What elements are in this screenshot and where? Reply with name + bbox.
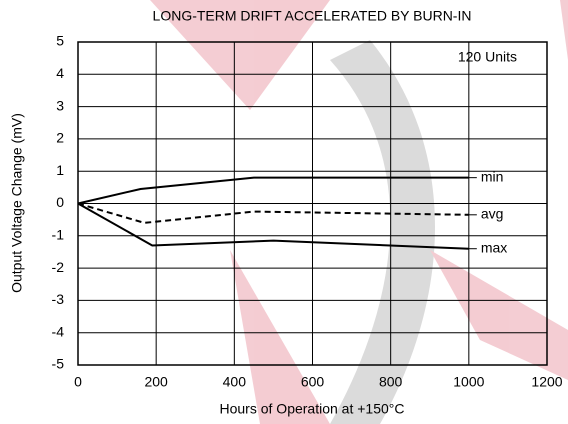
x-tick-label: 0 bbox=[74, 374, 82, 390]
y-tick-label: -3 bbox=[52, 291, 65, 307]
y-tick-label: -5 bbox=[52, 356, 65, 372]
watermark bbox=[150, 0, 568, 424]
series-line bbox=[77, 202, 469, 250]
chart-title: LONG-TERM DRIFT ACCELERATED BY BURN-IN bbox=[153, 8, 472, 24]
annotation: 120 Units bbox=[458, 49, 517, 65]
watermark-shape bbox=[150, 0, 330, 110]
watermark-shape bbox=[430, 250, 568, 380]
y-tick-label: 4 bbox=[56, 65, 64, 81]
y-tick-label: 2 bbox=[56, 130, 64, 146]
x-tick-label: 800 bbox=[379, 374, 403, 390]
y-tick-label: -4 bbox=[52, 323, 65, 339]
y-tick-label: 3 bbox=[56, 97, 64, 113]
watermark-shape bbox=[230, 250, 330, 424]
x-axis-label: Hours of Operation at +150°C bbox=[220, 401, 405, 417]
y-axis-label: Output Voltage Change (mV) bbox=[9, 113, 25, 293]
series-label: min bbox=[481, 168, 504, 184]
x-tick-label: 1000 bbox=[453, 374, 484, 390]
y-tick-label: -1 bbox=[52, 227, 65, 243]
y-tick-label: 0 bbox=[56, 194, 64, 210]
watermark-shape bbox=[330, 40, 435, 424]
series-line bbox=[77, 176, 469, 205]
series-label: avg bbox=[481, 206, 504, 222]
watermark-shape bbox=[560, 0, 568, 60]
x-tick-label: 600 bbox=[301, 374, 325, 390]
x-tick-label: 1200 bbox=[531, 374, 562, 390]
y-tick-label: 5 bbox=[56, 33, 64, 49]
series-line bbox=[77, 202, 469, 224]
y-tick-label: 1 bbox=[56, 162, 64, 178]
x-tick-label: 400 bbox=[223, 374, 247, 390]
y-tick-label: -2 bbox=[52, 259, 65, 275]
x-tick-label: 200 bbox=[144, 374, 168, 390]
series-label: max bbox=[481, 239, 507, 255]
